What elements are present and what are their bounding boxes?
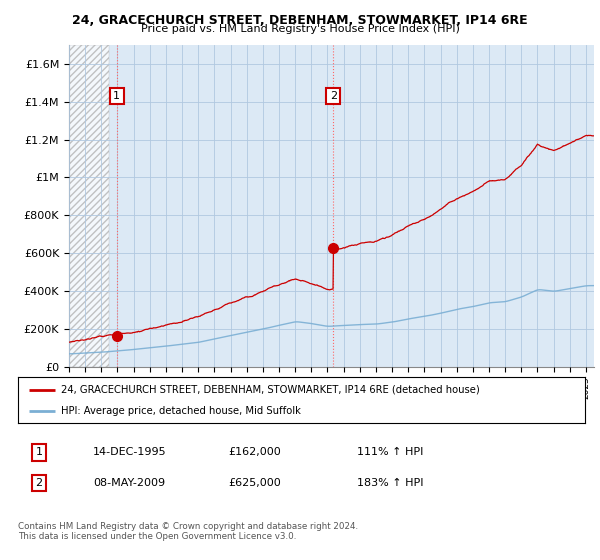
Text: 1: 1 <box>35 447 43 458</box>
Text: 111% ↑ HPI: 111% ↑ HPI <box>357 447 424 458</box>
Text: 08-MAY-2009: 08-MAY-2009 <box>93 478 165 488</box>
Text: 2: 2 <box>330 91 337 101</box>
Text: Price paid vs. HM Land Registry's House Price Index (HPI): Price paid vs. HM Land Registry's House … <box>140 24 460 34</box>
Text: £162,000: £162,000 <box>228 447 281 458</box>
Text: 24, GRACECHURCH STREET, DEBENHAM, STOWMARKET, IP14 6RE: 24, GRACECHURCH STREET, DEBENHAM, STOWMA… <box>72 14 528 27</box>
Text: HPI: Average price, detached house, Mid Suffolk: HPI: Average price, detached house, Mid … <box>61 407 301 416</box>
Text: Contains HM Land Registry data © Crown copyright and database right 2024.
This d: Contains HM Land Registry data © Crown c… <box>18 522 358 542</box>
Text: 183% ↑ HPI: 183% ↑ HPI <box>357 478 424 488</box>
Text: 24, GRACECHURCH STREET, DEBENHAM, STOWMARKET, IP14 6RE (detached house): 24, GRACECHURCH STREET, DEBENHAM, STOWMA… <box>61 385 479 395</box>
Text: 1: 1 <box>113 91 121 101</box>
Text: 2: 2 <box>35 478 43 488</box>
Text: £625,000: £625,000 <box>228 478 281 488</box>
Text: 14-DEC-1995: 14-DEC-1995 <box>93 447 167 458</box>
